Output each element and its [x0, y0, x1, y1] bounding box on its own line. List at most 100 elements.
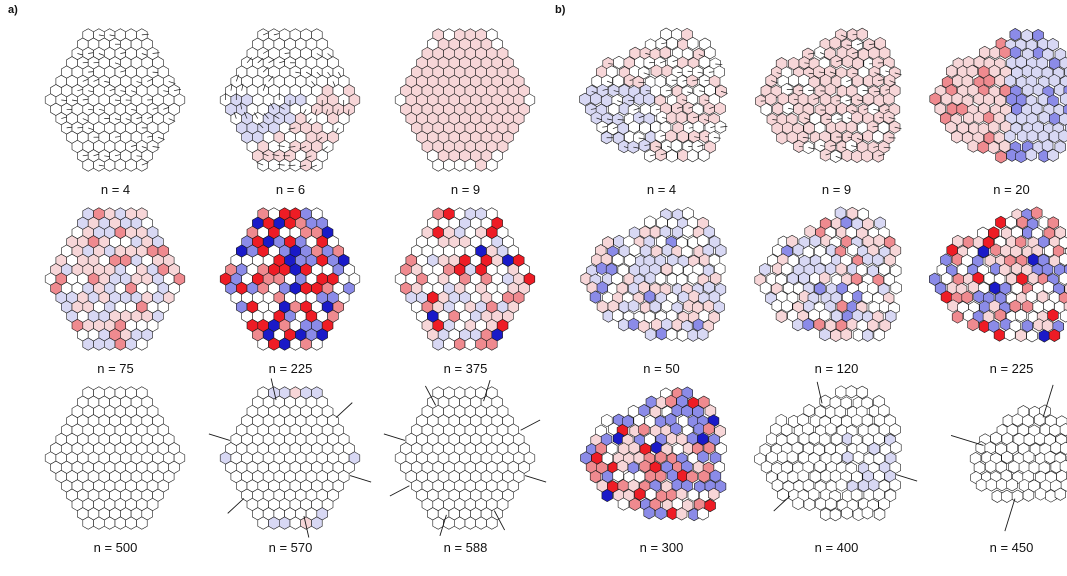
- cell: [709, 469, 722, 483]
- cell: [1064, 264, 1067, 275]
- displacement-arrow: [692, 79, 700, 82]
- cell: [977, 245, 990, 259]
- cell: [687, 271, 700, 285]
- cell: [1010, 121, 1022, 135]
- cell: [879, 318, 891, 333]
- cell: [660, 84, 672, 98]
- cell: [475, 516, 487, 530]
- displacement-arrow: [277, 145, 285, 147]
- cell: [884, 488, 897, 503]
- cell: [814, 45, 826, 60]
- displacement-arrow: [877, 79, 885, 81]
- displacement-arrow: [633, 107, 641, 111]
- cell: [1060, 309, 1067, 323]
- cell: [1026, 129, 1039, 143]
- cell: [1011, 413, 1024, 427]
- displacement-arrow: [272, 154, 280, 157]
- lattice-caption: n = 400: [814, 540, 859, 555]
- spike-line: [1004, 498, 1016, 532]
- cell: [596, 261, 608, 276]
- cell: [802, 318, 814, 332]
- cell: [862, 252, 874, 266]
- displacement-arrow: [856, 42, 864, 46]
- cell: [856, 27, 868, 41]
- displacement-arrow: [288, 127, 296, 130]
- cell: [890, 264, 902, 278]
- cell: [1001, 450, 1013, 464]
- cell: [1058, 129, 1067, 143]
- lattice-diagram: [950, 384, 1067, 532]
- cell: [1034, 432, 1046, 446]
- cell: [666, 432, 678, 446]
- cell: [808, 431, 820, 445]
- cell: [125, 158, 137, 172]
- cell: [643, 289, 656, 304]
- cell: [601, 413, 613, 428]
- displacement-arrow: [713, 137, 721, 139]
- cell: [1042, 47, 1054, 62]
- cell: [639, 459, 651, 473]
- cell: [946, 64, 958, 78]
- cell: [1015, 149, 1027, 164]
- cell: [612, 431, 625, 446]
- spike-line: [1042, 384, 1054, 418]
- cell: [1015, 328, 1027, 343]
- cell: [842, 450, 854, 464]
- cell: [1060, 441, 1067, 455]
- cell: [825, 422, 837, 436]
- spike-line: [493, 510, 506, 531]
- cell: [934, 102, 946, 116]
- cell: [883, 92, 895, 106]
- cell: [760, 102, 772, 117]
- cell: [951, 92, 963, 106]
- cell: [1022, 488, 1035, 502]
- cell: [643, 310, 656, 324]
- cell: [975, 478, 988, 492]
- displacement-arrow: [808, 89, 816, 91]
- cell: [803, 497, 816, 512]
- cell: [136, 516, 148, 530]
- displacement-arrow: [173, 88, 181, 92]
- displacement-arrow: [874, 72, 882, 76]
- cell: [781, 299, 793, 313]
- cell: [1006, 478, 1018, 492]
- cell: [486, 158, 498, 172]
- cell: [311, 337, 323, 351]
- lattice-diagram: [208, 378, 372, 538]
- cell: [1016, 215, 1029, 229]
- cell: [766, 432, 778, 446]
- cell: [1063, 104, 1067, 116]
- cell: [704, 140, 716, 154]
- displacement-arrow: [851, 145, 859, 148]
- cell: [1059, 252, 1067, 266]
- cell: [644, 327, 657, 342]
- cell: [687, 36, 699, 50]
- lattice-diagram: [44, 386, 186, 530]
- displacement-arrow: [243, 112, 248, 119]
- cell: [990, 431, 1002, 445]
- cell: [654, 272, 667, 286]
- lattice-diagram: [44, 28, 186, 172]
- lattice-diagram: [754, 381, 918, 522]
- lattice-diagram: [579, 27, 728, 163]
- cell: [1049, 129, 1061, 144]
- cell: [819, 394, 831, 408]
- displacement-arrow: [268, 58, 275, 64]
- cell: [1011, 489, 1024, 503]
- cell: [786, 234, 798, 248]
- spike-line: [439, 514, 447, 536]
- cell: [125, 516, 137, 530]
- cell: [1042, 280, 1055, 294]
- cell: [1031, 206, 1043, 220]
- displacement-arrow: [846, 78, 853, 83]
- displacement-arrow: [840, 34, 848, 38]
- cell: [945, 120, 957, 134]
- displacement-arrow: [878, 153, 886, 157]
- cell: [765, 92, 777, 106]
- displacement-arrow: [157, 136, 165, 140]
- displacement-arrow: [288, 164, 296, 167]
- cell: [967, 139, 979, 153]
- displacement-arrow: [235, 74, 239, 82]
- cell: [963, 111, 975, 125]
- cell: [104, 337, 116, 351]
